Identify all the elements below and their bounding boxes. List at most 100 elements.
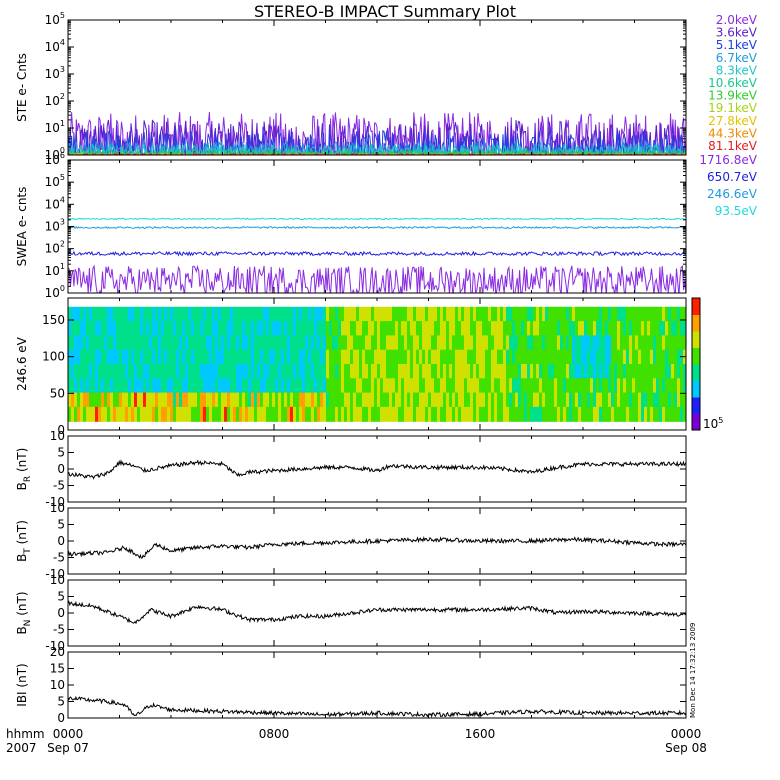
heatmap-cell xyxy=(494,321,498,336)
heatmap-cell xyxy=(602,364,606,379)
heatmap-cell xyxy=(326,364,330,379)
heatmap-cell xyxy=(575,349,579,365)
heatmap-cell xyxy=(128,406,132,422)
heatmap-cell xyxy=(590,349,594,365)
heatmap-cell xyxy=(644,406,648,422)
heatmap-cell xyxy=(542,406,546,422)
legend-ste-2-0kev: 2.0keV xyxy=(716,13,758,27)
heatmap-cell xyxy=(125,321,129,336)
heatmap-cell xyxy=(182,335,186,351)
heatmap-cell xyxy=(197,321,201,336)
heatmap-cell xyxy=(341,349,345,365)
heatmap-cell xyxy=(647,306,651,322)
heatmap-cell xyxy=(497,364,501,379)
heatmap-cell xyxy=(644,392,648,408)
heatmap-cell xyxy=(194,349,198,365)
heatmap-cell xyxy=(419,364,423,379)
heatmap-cell xyxy=(623,335,627,351)
heatmap-cell xyxy=(578,378,582,394)
heatmap-cell xyxy=(638,321,642,336)
colorbar-segment xyxy=(692,397,700,414)
heatmap-cell xyxy=(641,306,645,322)
heatmap-cell xyxy=(509,321,513,336)
heatmap-cell xyxy=(683,378,686,394)
heatmap-cell xyxy=(569,406,573,422)
heatmap-cell xyxy=(314,406,318,422)
heatmap-cell xyxy=(479,392,483,408)
heatmap-cell xyxy=(77,321,81,336)
heatmap-cell xyxy=(656,392,660,408)
heatmap-cell xyxy=(347,306,351,322)
heatmap-cell xyxy=(650,335,654,351)
heatmap-cell xyxy=(161,335,165,351)
heatmap-cell xyxy=(476,364,480,379)
heatmap-cell xyxy=(605,321,609,336)
heatmap-cell xyxy=(254,392,258,408)
heatmap-cell xyxy=(296,364,300,379)
heatmap-cell xyxy=(332,306,336,322)
heatmap-cell xyxy=(197,306,201,322)
heatmap-cell xyxy=(74,349,78,365)
heatmap-cell xyxy=(335,349,339,365)
panel-br-ytick-label: -10 xyxy=(45,495,65,509)
heatmap-cell xyxy=(374,349,378,365)
heatmap-cell xyxy=(581,392,585,408)
heatmap-cell xyxy=(206,321,210,336)
time-tick-label: 0000 xyxy=(671,727,702,741)
panel-bn-ytick-label: -5 xyxy=(53,623,65,637)
heatmap-cell xyxy=(107,378,111,394)
heatmap-cell xyxy=(242,306,246,322)
heatmap-cell xyxy=(215,378,219,394)
heatmap-cell xyxy=(614,406,618,422)
heatmap-cell xyxy=(188,306,192,322)
heatmap-cell xyxy=(563,406,567,422)
heatmap-cell xyxy=(515,321,519,336)
heatmap-cell xyxy=(542,335,546,351)
heatmap-cell xyxy=(206,335,210,351)
heatmap-cell xyxy=(563,378,567,394)
heatmap-cell xyxy=(488,378,492,394)
heatmap-cell xyxy=(449,335,453,351)
heatmap-cell xyxy=(431,406,435,422)
heatmap-cell xyxy=(581,335,585,351)
heatmap-cell xyxy=(671,378,675,394)
heatmap-cell xyxy=(674,392,678,408)
heatmap-cell xyxy=(98,306,102,322)
panel-bn-plot-area xyxy=(68,600,686,625)
heatmap-cell xyxy=(497,321,501,336)
heatmap-cell xyxy=(140,349,144,365)
heatmap-cell xyxy=(134,306,138,322)
heatmap-cell xyxy=(311,335,315,351)
heatmap-cell xyxy=(401,392,405,408)
heatmap-cell xyxy=(629,306,633,322)
heatmap-cell xyxy=(632,335,636,351)
heatmap-cell xyxy=(548,392,552,408)
heatmap-cell xyxy=(290,406,294,422)
heatmap-cell xyxy=(74,335,78,351)
heatmap-cell xyxy=(509,378,513,394)
heatmap-cell xyxy=(479,349,483,365)
heatmap-cell xyxy=(326,335,330,351)
heatmap-cell xyxy=(344,378,348,394)
heatmap-cell xyxy=(428,349,432,365)
heatmap-cell xyxy=(353,349,357,365)
heatmap-cell xyxy=(356,364,360,379)
heatmap-cell xyxy=(200,406,204,422)
heatmap-cell xyxy=(326,406,330,422)
heatmap-cell xyxy=(482,349,486,365)
heatmap-cell xyxy=(74,306,78,322)
heatmap-cell xyxy=(392,364,396,379)
heatmap-cell xyxy=(509,306,513,322)
heatmap-cell xyxy=(392,321,396,336)
heatmap-cell xyxy=(632,406,636,422)
heatmap-cell xyxy=(605,406,609,422)
colorbar-segment xyxy=(692,413,700,431)
heatmap-cell xyxy=(527,392,531,408)
heatmap-cell xyxy=(521,406,525,422)
heatmap-cell xyxy=(149,406,153,422)
heatmap-cell xyxy=(308,378,312,394)
heatmap-cell xyxy=(119,406,123,422)
heatmap-cell xyxy=(224,335,228,351)
heatmap-cell xyxy=(506,335,510,351)
